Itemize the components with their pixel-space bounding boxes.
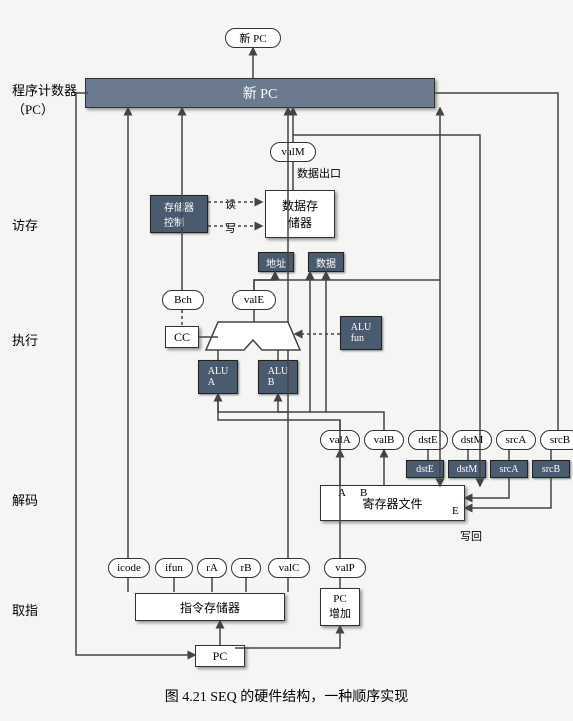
srcb-oval: srcB — [540, 430, 573, 450]
stage-pc: 程序计数器 （PC） — [12, 80, 77, 118]
new-pc-bar: 新 PC — [85, 78, 435, 108]
alu-label: ALU — [234, 328, 257, 340]
valm-oval: valM — [270, 142, 316, 162]
regfile-e: E — [452, 505, 459, 517]
srcb-box: srcB — [532, 460, 570, 478]
cc-box: CC — [165, 326, 199, 348]
figure-caption: 图 4.21 SEQ 的硬件结构，一种顺序实现 — [0, 686, 573, 706]
data-out-label: 数据出口 — [297, 165, 341, 181]
dste-oval: dstE — [408, 430, 448, 450]
alu-fun-box: ALU fun — [340, 316, 382, 350]
icode-oval: icode — [108, 558, 150, 578]
valp-oval: valP — [324, 558, 366, 578]
mem-ctrl-box: 存储器 控制 — [150, 195, 208, 233]
ifun-oval: ifun — [155, 558, 193, 578]
valc-oval: valC — [268, 558, 310, 578]
seq-diagram: 程序计数器 （PC） 访存 执行 解码 写回 取指 新 PC 新 PC valM… — [0, 0, 573, 680]
alu-a-box: ALU A — [198, 360, 238, 394]
bch-oval: Bch — [162, 290, 204, 310]
ra-oval: rA — [197, 558, 227, 578]
stage-memory: 访存 — [12, 215, 38, 234]
read-label: 读 — [225, 196, 236, 212]
stage-writeback: 写回 — [460, 528, 482, 544]
srca-box: srcA — [490, 460, 528, 478]
data-box: 数据 — [308, 252, 344, 272]
valb-oval: valB — [364, 430, 404, 450]
write-label: 写 — [225, 220, 236, 236]
new-pc-oval: 新 PC — [225, 28, 281, 48]
dstm-box: dstM — [448, 460, 486, 478]
srca-oval: srcA — [496, 430, 536, 450]
dstm-oval: dstM — [452, 430, 492, 450]
regfile-b: B — [360, 487, 367, 499]
alu-b-box: ALU B — [258, 360, 298, 394]
rb-oval: rB — [231, 558, 261, 578]
vale-oval: valE — [232, 290, 276, 310]
data-memory: 数据存 储器 — [265, 190, 335, 238]
stage-decode: 解码 — [12, 490, 38, 509]
vala-oval: valA — [320, 430, 360, 450]
instr-memory: 指令存储器 — [135, 593, 285, 621]
addr-box: 地址 — [258, 252, 294, 272]
regfile-a: A — [338, 487, 346, 499]
pc-register: PC — [195, 645, 245, 667]
stage-execute: 执行 — [12, 330, 38, 349]
pc-increment: PC 增加 — [320, 588, 360, 626]
dste-box: dstE — [406, 460, 444, 478]
stage-fetch: 取指 — [12, 600, 38, 619]
